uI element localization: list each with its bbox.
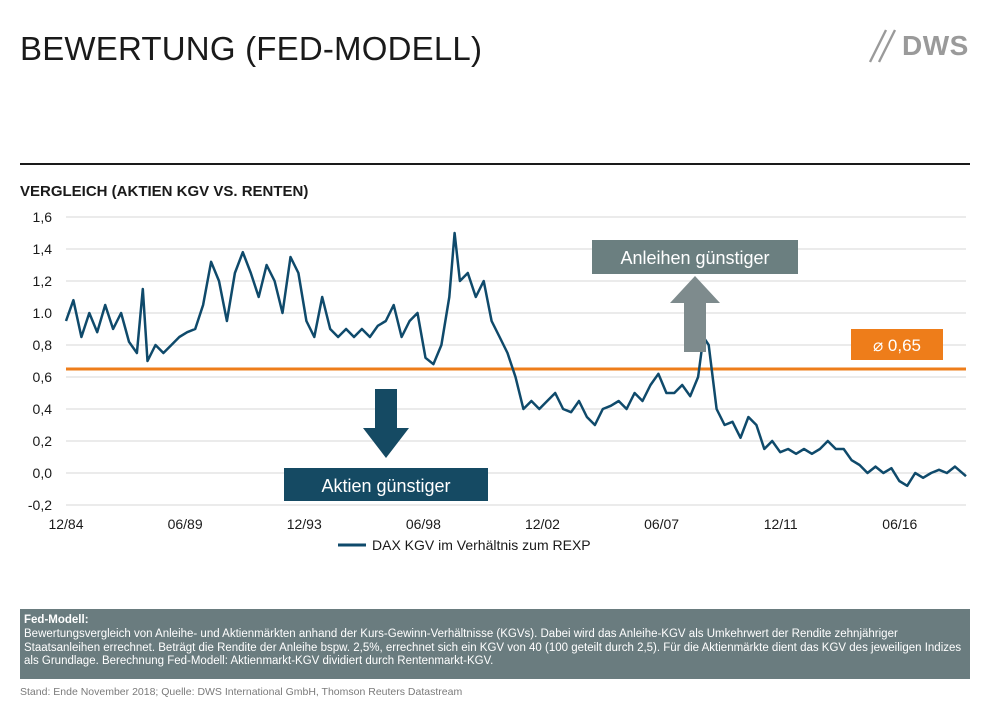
arrow-down-icon: [363, 389, 409, 458]
average-label-box: [851, 329, 943, 360]
average-label: ⌀ 0,65: [873, 336, 921, 355]
chart-subtitle: VERGLEICH (AKTIEN KGV VS. RENTEN): [20, 183, 309, 200]
callout-aktien-box: [284, 468, 488, 501]
line-chart: -0,2 0,0 0,2 0,4 0,6 0,8 1.0 1,2 1,4 1,6 12/84 06/…: [28, 209, 967, 553]
info-text: Bewertungsvergleich von Anleihe- und Akt…: [24, 627, 962, 668]
y-tick-label: 1,6: [33, 209, 53, 225]
dws-logo: DWS: [866, 28, 969, 64]
info-box: Fed-Modell: Bewertungsvergleich von Anle…: [20, 609, 970, 679]
grid-lines: [66, 216, 966, 506]
y-tick-label: 0,0: [33, 465, 53, 481]
arrow-up-icon: [670, 276, 720, 352]
logo-text: DWS: [902, 30, 969, 61]
x-tick-label: 06/98: [406, 516, 441, 532]
y-tick-label: 0,4: [33, 401, 53, 417]
x-tick-label: 12/11: [764, 516, 798, 532]
series-line-dax-kgv: [64, 231, 967, 488]
y-tick-label: 0,6: [33, 369, 53, 385]
x-tick-label: 12/84: [48, 516, 83, 532]
logo-slash-icon: [868, 29, 897, 63]
x-tick-label: 12/02: [525, 516, 560, 532]
header-divider: [20, 163, 970, 165]
callout-anleihen-box: [592, 240, 798, 274]
source-note: Stand: Ende November 2018; Quelle: DWS I…: [20, 686, 463, 698]
y-tick-label: 1.0: [33, 305, 53, 321]
y-tick-label: 0,8: [33, 337, 53, 353]
y-axis-labels: -0,2 0,0 0,2 0,4 0,6 0,8 1.0 1,2 1,4 1,6: [28, 209, 52, 513]
x-tick-label: 06/16: [882, 516, 917, 532]
x-tick-label: 12/93: [287, 516, 322, 532]
y-tick-label: 1,4: [33, 241, 53, 257]
page-title: BEWERTUNG (FED-MODELL): [20, 30, 483, 67]
y-tick-label: 1,2: [33, 273, 53, 289]
callout-anleihen-label: Anleihen günstiger: [620, 248, 769, 268]
y-tick-label: 0,2: [33, 433, 53, 449]
info-title: Fed-Modell:: [24, 614, 89, 626]
x-axis-labels: 12/84 06/89 12/93 06/98 12/02 06/07 12/11 06/16: [48, 516, 917, 532]
y-tick-label: -0,2: [28, 497, 52, 513]
legend-label: DAX KGV im Verhältnis zum REXP: [372, 537, 591, 553]
x-tick-label: 06/07: [644, 516, 679, 532]
callout-aktien-label: Aktien günstiger: [321, 476, 450, 496]
x-tick-label: 06/89: [168, 516, 203, 532]
